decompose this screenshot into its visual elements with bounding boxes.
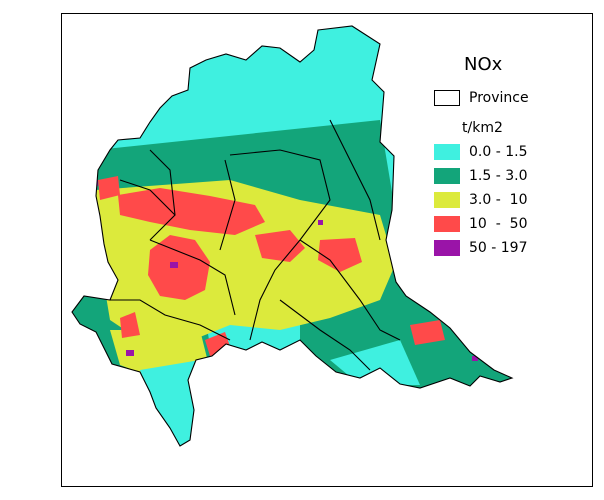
legend-item: 3.0 - 10 bbox=[434, 192, 527, 208]
zone-very-high-2 bbox=[126, 350, 134, 356]
zone-high-east bbox=[410, 320, 445, 345]
zone-high-west bbox=[98, 176, 120, 200]
legend-swatch bbox=[434, 192, 460, 208]
province-borders bbox=[71, 25, 514, 447]
zone-high-pavia bbox=[120, 312, 140, 338]
zone-very-high-1 bbox=[170, 262, 178, 268]
zone-high-brescia bbox=[318, 238, 362, 272]
legend-item-label: 0.0 - 1.5 bbox=[469, 144, 528, 160]
legend-item-label: 3.0 - 10 bbox=[469, 192, 528, 208]
zone-low-south bbox=[140, 360, 200, 440]
zone-high-bergamo bbox=[255, 230, 305, 262]
legend-unit: t/km2 bbox=[462, 120, 503, 136]
legend-swatch bbox=[434, 240, 460, 256]
zone-high-milano bbox=[148, 235, 210, 300]
legend-item: 10 - 50 bbox=[434, 216, 527, 232]
legend-item: 1.5 - 3.0 bbox=[434, 168, 527, 184]
legend-item-label: 50 - 197 bbox=[469, 240, 528, 256]
legend-title: NOx bbox=[464, 54, 503, 75]
legend-swatch bbox=[434, 216, 460, 232]
legend-swatch bbox=[434, 168, 460, 184]
province-label: Province bbox=[469, 90, 529, 106]
legend-item-label: 10 - 50 bbox=[469, 216, 528, 232]
legend-swatch bbox=[434, 144, 460, 160]
legend-item-label: 1.5 - 3.0 bbox=[469, 168, 528, 184]
legend-province: Province bbox=[434, 90, 529, 106]
zone-low-southeast bbox=[330, 340, 420, 385]
legend-item: 0.0 - 1.5 bbox=[434, 144, 527, 160]
zone-very-high-4 bbox=[318, 220, 323, 225]
zone-very-high-5 bbox=[472, 356, 478, 361]
legend-item: 50 - 197 bbox=[434, 240, 528, 256]
province-symbol bbox=[434, 90, 460, 106]
